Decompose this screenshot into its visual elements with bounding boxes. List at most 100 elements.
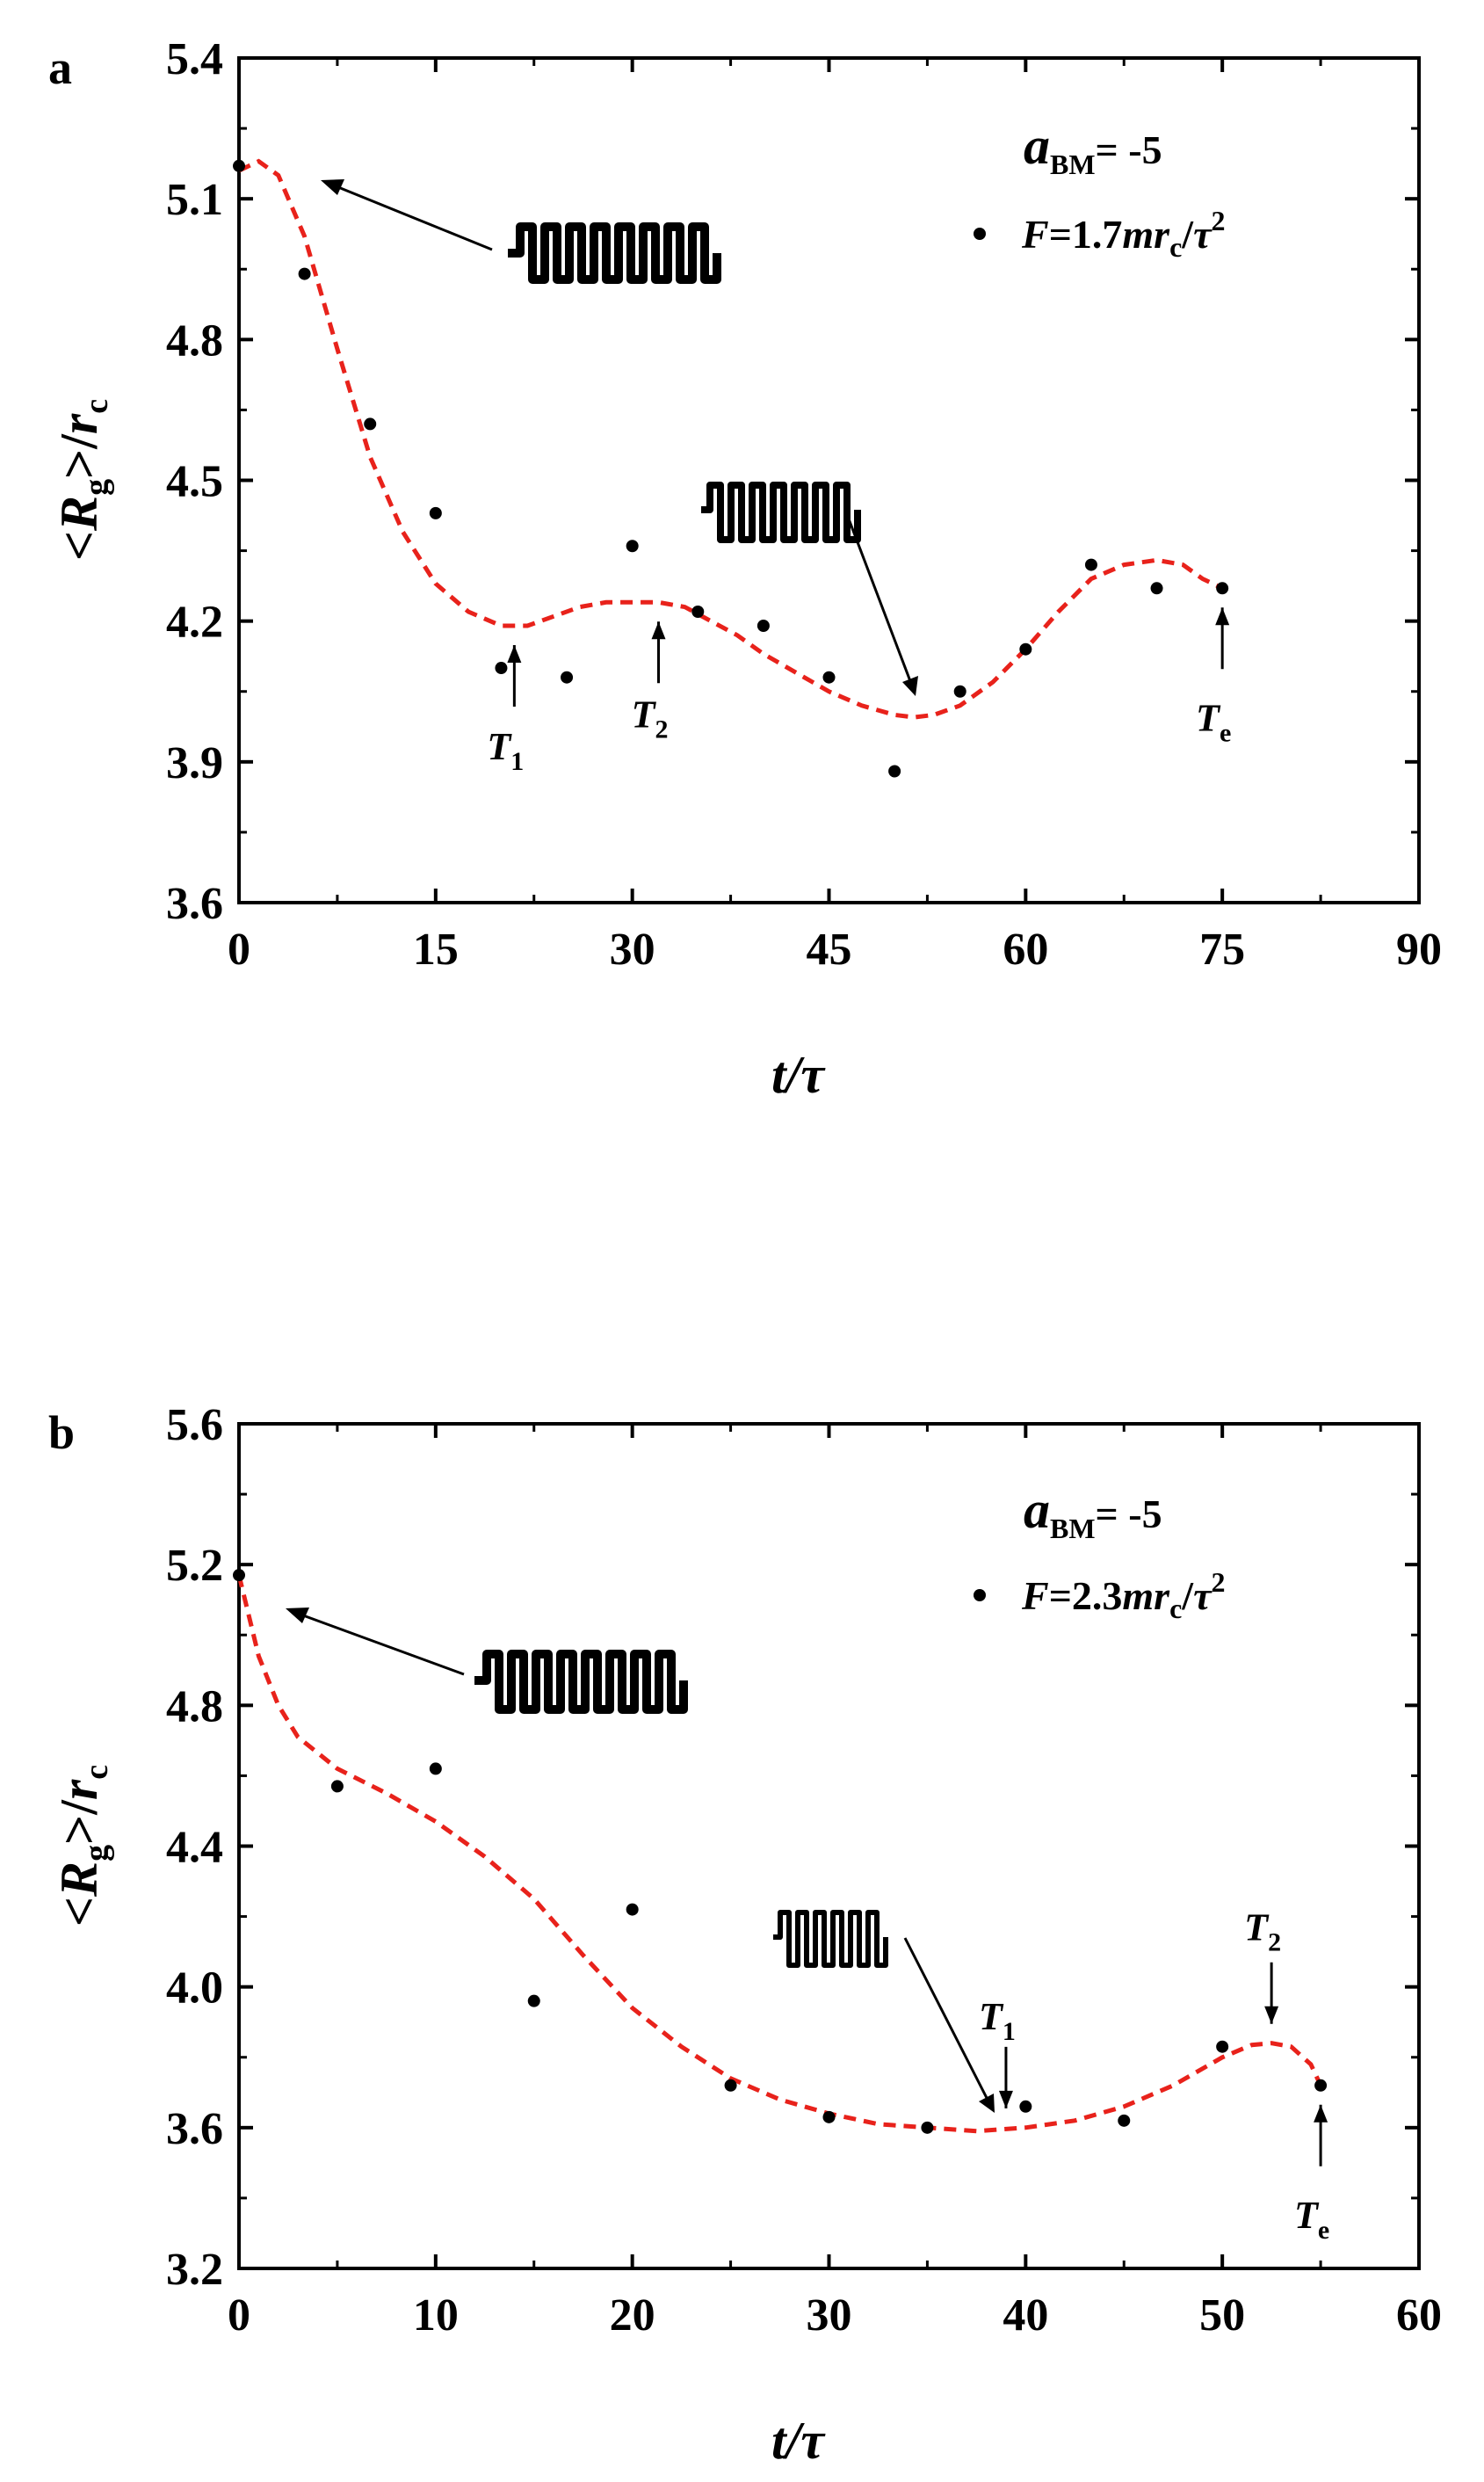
data-point [756, 620, 770, 633]
panel-a-plot-frame [237, 56, 1421, 904]
annotation-arrow-head [507, 645, 522, 664]
annotation-label: Te [1196, 696, 1231, 747]
annotation-arrow-head [1314, 2104, 1328, 2123]
annotation-label: T2 [1244, 1906, 1281, 1957]
y-tick-label: 3.6 [166, 2104, 223, 2154]
panel-b-fit-curve [236, 1574, 1323, 2134]
y-tick-label: 4.8 [166, 316, 223, 366]
data-point [626, 1903, 639, 1916]
y-tick-label: 4.2 [166, 598, 223, 648]
panel-b-coil-short-inset [773, 1910, 888, 1968]
panel-a-x-ticks: 0 15 30 45 60 75 90 [228, 58, 1442, 975]
data-point [429, 506, 442, 519]
panel-b-data-points [233, 1569, 1328, 2134]
panel-b-x-axis-title: t/τ [771, 2412, 826, 2470]
panel-a-legend-series-label: F=1.7mrc/τ2 [1021, 205, 1226, 263]
data-point [330, 1780, 344, 1793]
annotation-arrow-head [1264, 2006, 1279, 2024]
panel-b-coil-long-inset [474, 1650, 688, 1714]
data-point [527, 1994, 540, 2007]
panel-a-coil-long-arrow [321, 179, 493, 251]
data-point [1019, 2100, 1032, 2113]
panel-a-coil-short-inset [701, 482, 861, 543]
data-point [233, 159, 245, 172]
panel-a-fit-curve [237, 158, 1224, 720]
x-tick-label: 30 [610, 925, 655, 975]
y-tick-label: 5.1 [166, 175, 223, 225]
panel-b-annotations: T1 T2 Te [979, 1906, 1329, 2245]
data-point [495, 662, 508, 675]
panel-b-coil-short-arrow [903, 1937, 995, 2113]
data-point [1150, 582, 1163, 595]
y-tick-label: 3.9 [166, 738, 223, 788]
panel-b-chart: b 3.2 3.6 4.0 4.4 4.8 5.2 5.6 0 10 20 30 40 50 60 <R… [48, 1400, 1442, 2470]
data-point [953, 685, 966, 698]
x-tick-label: 60 [1003, 925, 1048, 975]
y-tick-label: 4.0 [166, 1963, 223, 2014]
panel-b-letter: b [48, 1406, 75, 1459]
x-tick-label: 75 [1199, 925, 1245, 975]
panel-a-annotations: T1 T2 Te [487, 607, 1231, 776]
panel-b-coil-long-arrow [286, 1607, 465, 1676]
annotation-label: Te [1294, 2194, 1329, 2245]
x-tick-label: 40 [1003, 2290, 1048, 2340]
data-point [1314, 2079, 1328, 2092]
y-tick-label: 3.2 [166, 2245, 223, 2295]
x-tick-label: 90 [1396, 925, 1442, 975]
y-tick-label: 4.8 [166, 1681, 223, 1731]
x-tick-label: 45 [807, 925, 852, 975]
panel-a-y-axis-title: <Rg>/rc [50, 399, 115, 561]
y-tick-label: 4.4 [166, 1823, 223, 1873]
data-point [921, 2121, 934, 2134]
x-tick-label: 20 [610, 2290, 655, 2340]
y-tick-label: 3.6 [166, 879, 223, 929]
x-tick-label: 60 [1396, 2290, 1442, 2340]
panel-b-legend-marker [974, 1589, 986, 1601]
annotation-label: T2 [632, 693, 669, 744]
data-point [298, 267, 311, 280]
data-point [1084, 558, 1097, 571]
annotation-arrow-head [998, 2090, 1013, 2108]
panel-a-data-points [233, 159, 1229, 778]
data-point [822, 671, 836, 684]
annotation-label: T1 [487, 725, 524, 776]
y-tick-label: 5.4 [166, 34, 223, 84]
panel-a-coil-long-inset [508, 222, 721, 284]
data-point [561, 671, 574, 684]
data-point [1216, 2040, 1229, 2053]
x-tick-label: 30 [807, 2290, 852, 2340]
panel-a-legend-marker [974, 228, 986, 240]
data-point [626, 540, 639, 553]
panel-b-plot-frame [237, 1422, 1421, 2270]
panel-a-coil-short-arrow [843, 509, 918, 696]
x-tick-label: 0 [228, 2290, 250, 2340]
y-tick-label: 4.5 [166, 457, 223, 507]
x-tick-label: 0 [228, 925, 250, 975]
data-point [233, 1569, 245, 1582]
data-point [822, 2110, 836, 2123]
data-point [364, 417, 377, 431]
data-point [429, 1762, 442, 1775]
annotation-arrow-head [1215, 607, 1230, 626]
panel-a-legend-param: aBM= -5 [1024, 117, 1162, 180]
y-tick-label: 5.2 [166, 1541, 223, 1591]
y-tick-label: 5.6 [166, 1400, 223, 1450]
panel-b-y-ticks: 3.2 3.6 4.0 4.4 4.8 5.2 5.6 [166, 1400, 1419, 2295]
data-point [691, 605, 705, 618]
annotation-label: T1 [979, 1995, 1016, 2046]
data-point [1118, 2114, 1131, 2127]
panel-a-chart: a 3.6 3.9 4.2 4.5 4.8 5.1 5.4 0 15 30 45 60 75 90 <R… [48, 34, 1442, 1104]
panel-a-y-ticks: 3.6 3.9 4.2 4.5 4.8 5.1 5.4 [166, 34, 1419, 929]
x-tick-label: 15 [413, 925, 459, 975]
data-point [724, 2079, 737, 2092]
panel-a-x-axis-title: t/τ [771, 1046, 826, 1104]
panel-b-y-axis-title: <Rg>/rc [50, 1765, 115, 1927]
data-point [1019, 642, 1032, 656]
x-tick-label: 50 [1199, 2290, 1245, 2340]
panel-b-x-ticks: 0 10 20 30 40 50 60 [228, 1424, 1442, 2340]
data-point [888, 765, 901, 778]
panel-a-letter: a [48, 41, 72, 94]
panel-b-legend-series-label: F=2.3mrc/τ2 [1021, 1566, 1226, 1624]
annotation-arrow-head [651, 621, 666, 640]
